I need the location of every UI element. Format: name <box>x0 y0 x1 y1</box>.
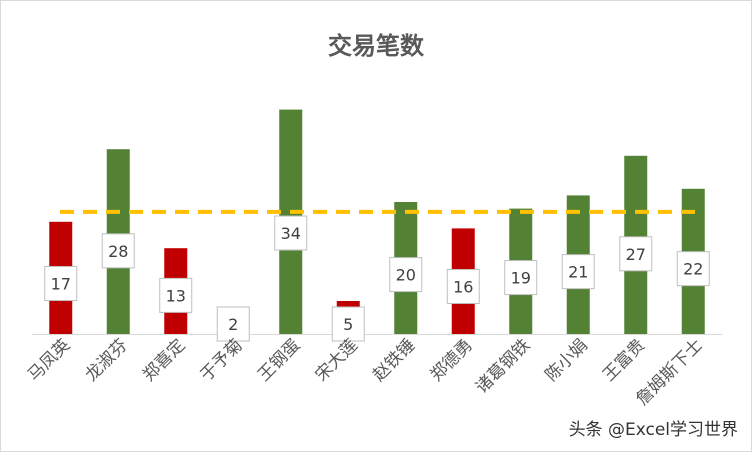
data-label-box <box>159 277 193 313</box>
data-label: 16 <box>453 277 473 296</box>
category-label: 赵铁锤 <box>369 335 419 385</box>
data-label: 28 <box>108 242 128 261</box>
category-label: 郑喜定 <box>139 335 189 385</box>
data-label-box <box>101 233 135 269</box>
data-label: 19 <box>511 269 531 288</box>
category-label: 于予菊 <box>197 335 247 385</box>
category-label: 王钢蛋 <box>254 335 304 385</box>
data-label: 2 <box>228 315 238 334</box>
data-label-box <box>504 260 538 296</box>
chart-title: 交易笔数 <box>328 32 424 60</box>
data-label-box <box>561 254 595 290</box>
data-label: 20 <box>396 266 416 285</box>
data-label: 27 <box>626 245 646 264</box>
category-label: 龙淑芬 <box>82 335 132 385</box>
data-label-box <box>619 236 653 272</box>
data-label-box <box>676 251 710 287</box>
watermark: 头条 @Excel学习世界 <box>568 420 738 440</box>
data-label: 13 <box>166 286 186 305</box>
data-label: 21 <box>568 263 588 282</box>
data-label: 22 <box>683 260 703 279</box>
data-label: 5 <box>343 315 353 334</box>
data-label-box <box>274 215 308 251</box>
data-label-box <box>44 266 78 302</box>
data-label-box <box>331 306 365 342</box>
category-label: 郑德勇 <box>427 335 477 385</box>
data-label-box <box>216 306 250 342</box>
category-label: 马凤英 <box>24 335 74 385</box>
data-label-box <box>389 257 423 293</box>
data-label: 34 <box>281 224 301 243</box>
data-label-box <box>446 268 480 304</box>
category-label: 陈小娟 <box>542 335 592 385</box>
category-label: 宋大莲 <box>312 335 362 385</box>
category-label: 诸葛钢铁 <box>472 335 534 397</box>
category-label: 王富贵 <box>599 335 649 385</box>
data-label: 17 <box>51 275 71 294</box>
